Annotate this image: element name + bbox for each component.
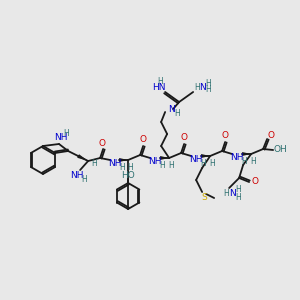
Text: NH: NH — [70, 172, 84, 181]
Text: O: O — [99, 140, 106, 148]
Text: HO: HO — [121, 170, 135, 179]
Text: N: N — [199, 82, 206, 91]
Text: H: H — [200, 158, 206, 167]
Text: N: N — [168, 106, 175, 115]
Polygon shape — [160, 156, 169, 160]
Text: H: H — [205, 80, 211, 88]
Text: H: H — [63, 128, 69, 137]
Text: H: H — [223, 188, 229, 197]
Text: H: H — [250, 157, 256, 166]
Polygon shape — [77, 154, 88, 161]
Text: H: H — [241, 157, 247, 166]
Text: O: O — [140, 136, 147, 145]
Text: H: H — [119, 163, 125, 172]
Text: H: H — [209, 158, 215, 167]
Text: N: N — [229, 188, 236, 197]
Text: O: O — [268, 130, 274, 140]
Text: H: H — [159, 160, 165, 169]
Text: H: H — [168, 160, 174, 169]
Text: O: O — [222, 131, 229, 140]
Text: NH: NH — [148, 157, 162, 166]
Text: NH: NH — [108, 158, 122, 167]
Text: H: H — [235, 185, 241, 194]
Text: NH: NH — [54, 133, 68, 142]
Text: H: H — [174, 110, 180, 118]
Text: H: H — [157, 77, 163, 86]
Text: H: H — [194, 82, 200, 91]
Polygon shape — [201, 154, 210, 158]
Polygon shape — [119, 158, 128, 162]
Text: NH: NH — [189, 154, 203, 164]
Text: H: H — [235, 194, 241, 202]
Text: HN: HN — [152, 83, 166, 92]
Text: OH: OH — [273, 146, 287, 154]
Text: O: O — [252, 178, 259, 187]
Text: O: O — [181, 134, 188, 142]
Polygon shape — [242, 152, 251, 156]
Text: H: H — [127, 163, 133, 172]
Text: S: S — [201, 193, 207, 202]
Text: NH: NH — [230, 152, 244, 161]
Text: H: H — [91, 160, 97, 169]
Text: H: H — [81, 175, 87, 184]
Text: H: H — [205, 85, 211, 94]
